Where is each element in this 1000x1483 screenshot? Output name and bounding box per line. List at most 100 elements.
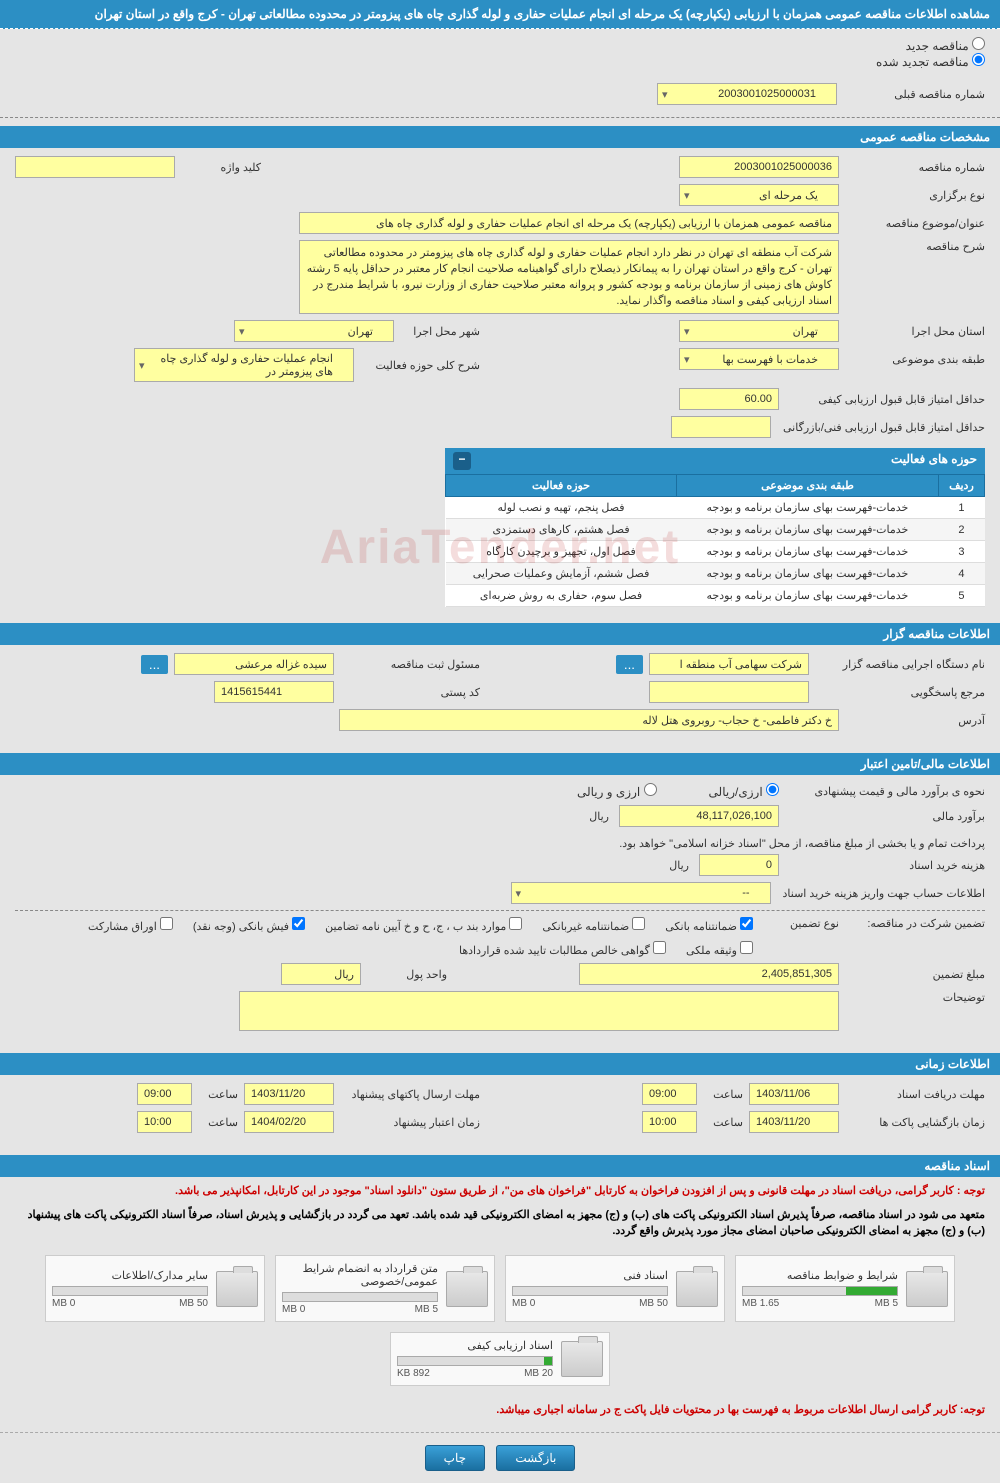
postal-code-label: کد پستی (340, 686, 480, 699)
file-used: 1.65 MB (742, 1298, 779, 1309)
tender-number-field: 2003001025000036 (679, 156, 839, 178)
cb-contract-claims[interactable]: گواهی خالص مطالبات تایید شده قراردادها (459, 941, 666, 957)
file-title: سایر مدارک/اطلاعات (52, 1269, 208, 1282)
table-row: 4خدمات-فهرست بهای سازمان برنامه و بودجهف… (446, 563, 985, 585)
proposal-submit-date[interactable]: 1403/11/20 (244, 1083, 334, 1105)
file-card[interactable]: متن قرارداد به انضمام شرایط عمومی/خصوصی5… (275, 1255, 495, 1322)
section-organizer: اطلاعات مناقصه گزار (0, 623, 1000, 645)
file-card[interactable]: شرایط و ضوابط مناقصه5 MB1.65 MB (735, 1255, 955, 1322)
response-ref-field[interactable] (649, 681, 809, 703)
notes-label: توضیحات (845, 991, 985, 1004)
deposit-account-label: اطلاعات حساب جهت واریز هزینه خرید اسناد (777, 887, 985, 900)
validity-label: زمان اعتبار پیشنهاد (340, 1116, 480, 1129)
address-field[interactable]: خ دکتر فاطمی- خ حجاب- روبروی هتل لاله (339, 709, 839, 731)
keyword-field[interactable] (15, 156, 175, 178)
postal-code-field[interactable]: 1415615441 (214, 681, 334, 703)
activity-scope-select[interactable]: انجام عملیات حفاری و لوله گذاری چاه های … (134, 348, 354, 382)
file-max: 5 MB (415, 1304, 438, 1315)
file-card[interactable]: سایر مدارک/اطلاعات50 MB0 MB (45, 1255, 265, 1322)
print-button[interactable]: چاپ (425, 1445, 485, 1471)
subject-field[interactable]: مناقصه عمومی همزمان با ارزیابی (یکپارچه)… (299, 212, 839, 234)
activity-scope-label: شرح کلی حوزه فعالیت (360, 359, 480, 372)
file-used: 0 MB (282, 1304, 305, 1315)
section-general: مشخصات مناقصه عمومی (0, 126, 1000, 148)
subject-label: عنوان/موضوع مناقصه (845, 217, 985, 230)
executor-lookup-button[interactable]: ... (616, 655, 643, 674)
cb-bank-receipt[interactable]: فیش بانکی (وجه نقد) (193, 917, 305, 933)
cb-nonbank[interactable]: ضمانتنامه غیربانکی (542, 917, 645, 933)
doc-notice-1: توجه : کاربر گرامی، دریافت اسناد در مهلت… (0, 1177, 1000, 1205)
validity-time[interactable]: 10:00 (137, 1111, 192, 1133)
doc-receive-time[interactable]: 09:00 (642, 1083, 697, 1105)
guarantee-checkboxes: ضمانتنامه بانکی ضمانتنامه غیربانکی موارد… (15, 917, 753, 957)
radio-renewed-label: مناقصه تجدید شده (876, 55, 969, 69)
payment-note: پرداخت تمام و یا بخشی از مبلغ مناقصه، از… (15, 833, 985, 854)
file-max: 50 MB (179, 1298, 208, 1309)
estimate-field[interactable]: 48,117,026,100 (619, 805, 779, 827)
tender-number-label: شماره مناقصه (845, 161, 985, 174)
responsible-lookup-button[interactable]: ... (141, 655, 168, 674)
cb-clauses[interactable]: موارد بند ب ، ج، ح و خ آیین نامه تضامین (325, 917, 522, 933)
table-row: 1خدمات-فهرست بهای سازمان برنامه و بودجهف… (446, 497, 985, 519)
cb-bonds[interactable]: اوراق مشارکت (88, 917, 173, 933)
response-ref-label: مرجع پاسخگویی (815, 686, 985, 699)
money-unit-label: واحد پول (367, 968, 447, 981)
deposit-account-select[interactable]: -- (511, 882, 771, 904)
time-label-3: ساعت (198, 1088, 238, 1101)
guarantee-label: تضمین شرکت در مناقصه: (845, 917, 985, 930)
cb-bank-guarantee[interactable]: ضمانتنامه بانکی (665, 917, 753, 933)
executor-label: نام دستگاه اجرایی مناقصه گزار (815, 658, 985, 671)
doc-receive-date[interactable]: 1403/11/06 (749, 1083, 839, 1105)
collapse-icon[interactable]: − (453, 452, 471, 470)
province-select[interactable]: تهران (679, 320, 839, 342)
keyword-label: کلید واژه (181, 161, 261, 174)
folder-icon (446, 1271, 488, 1307)
doc-notice-2: متعهد می شود در اسناد مناقصه، صرفاً پذیر… (0, 1205, 1000, 1245)
section-documents: اسناد مناقصه (0, 1155, 1000, 1177)
min-tech-score-field[interactable] (671, 416, 771, 438)
file-used: 0 MB (512, 1298, 535, 1309)
file-max: 5 MB (875, 1298, 898, 1309)
category-select[interactable]: خدمات با فهرست بها (679, 348, 839, 370)
description-field[interactable]: شرکت آب منطقه ای تهران در نظر دارد انجام… (299, 240, 839, 314)
radio-currency-both[interactable]: ارزی و ریالی (577, 783, 657, 799)
opening-label: زمان بازگشایی پاکت ها (845, 1116, 985, 1129)
prev-number-select[interactable]: 2003001025000031 (657, 83, 837, 105)
files-grid: شرایط و ضوابط مناقصه5 MB1.65 MBاسناد فنی… (0, 1245, 1000, 1396)
activity-table-title: حوزه های فعالیت (891, 452, 977, 470)
validity-date[interactable]: 1404/02/20 (244, 1111, 334, 1133)
province-label: استان محل اجرا (845, 325, 985, 338)
file-progress (52, 1286, 208, 1296)
file-title: اسناد ارزیابی کیفی (397, 1339, 553, 1352)
city-select[interactable]: تهران (234, 320, 394, 342)
folder-icon (906, 1271, 948, 1307)
section-financial: اطلاعات مالی/تامین اعتبار (0, 753, 1000, 775)
holding-type-select[interactable]: یک مرحله ای (679, 184, 839, 206)
folder-icon (216, 1271, 258, 1307)
radio-currency-rial[interactable]: ارزی/ریالی (709, 783, 779, 799)
proposal-submit-time[interactable]: 09:00 (137, 1083, 192, 1105)
section-timing: اطلاعات زمانی (0, 1053, 1000, 1075)
radio-new-tender[interactable]: مناقصه جدید (906, 39, 985, 53)
opening-time[interactable]: 10:00 (642, 1111, 697, 1133)
guarantee-amount-label: مبلغ تضمین (845, 968, 985, 981)
min-qual-score-field[interactable]: 60.00 (679, 388, 779, 410)
guarantee-amount-field[interactable]: 2,405,851,305 (579, 963, 839, 985)
doc-receive-label: مهلت دریافت اسناد (845, 1088, 985, 1101)
file-progress (512, 1286, 668, 1296)
back-button[interactable]: بازگشت (496, 1445, 575, 1471)
notes-field[interactable] (239, 991, 839, 1031)
time-label-4: ساعت (198, 1116, 238, 1129)
guarantee-type-label: نوع تضمین (759, 917, 839, 930)
opening-date[interactable]: 1403/11/20 (749, 1111, 839, 1133)
file-card[interactable]: اسناد فنی50 MB0 MB (505, 1255, 725, 1322)
doc-cost-field[interactable]: 0 (699, 854, 779, 876)
table-header: ردیف (938, 475, 984, 497)
table-row: 2خدمات-فهرست بهای سازمان برنامه و بودجهف… (446, 519, 985, 541)
file-progress (742, 1286, 898, 1296)
executor-field: شرکت سهامی آب منطقه ا (649, 653, 809, 675)
file-card[interactable]: اسناد ارزیابی کیفی20 MB892 KB (390, 1332, 610, 1386)
radio-renewed-tender[interactable]: مناقصه تجدید شده (876, 55, 985, 69)
cb-property[interactable]: وثیقه ملکی (686, 941, 753, 957)
file-max: 20 MB (524, 1368, 553, 1379)
